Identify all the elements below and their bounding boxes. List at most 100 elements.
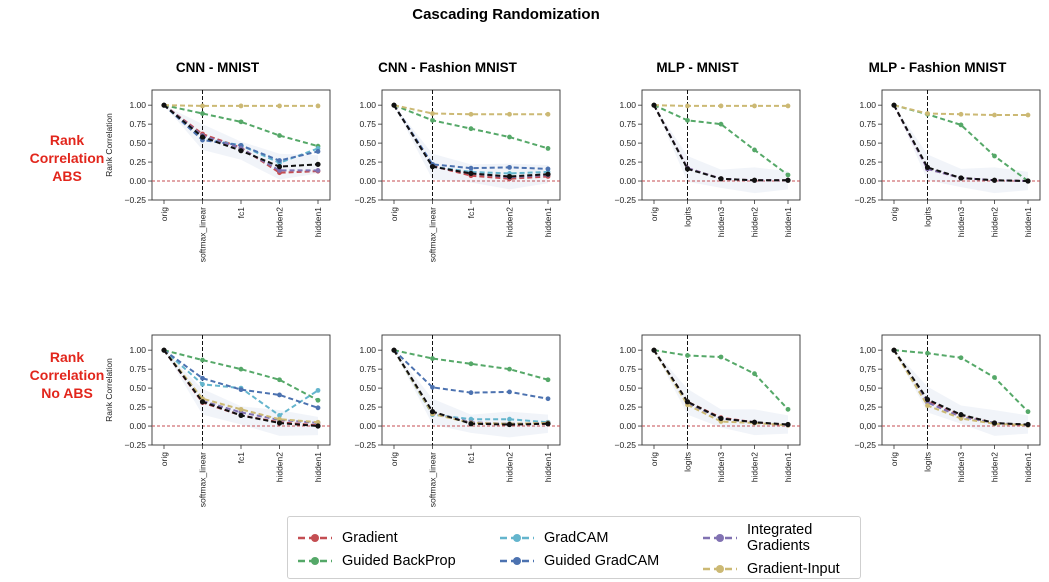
legend-label: Integrated Gradients <box>747 522 813 554</box>
panel-title: MLP - Fashion MNIST <box>868 60 1007 75</box>
chart-svg: 1.00 0.75 0.50 0.25 0.00 −0.25 orig softmax_lin… <box>104 334 331 507</box>
point-gradient-input <box>1025 112 1031 118</box>
point-guided-gradcam <box>315 405 321 411</box>
point-integrated-gradients <box>315 168 321 173</box>
y-tick-label: 0.00 <box>359 421 376 431</box>
x-tick-label: hidden2 <box>990 452 1000 483</box>
y-tick-label: 0.75 <box>359 364 376 374</box>
plot-frame <box>641 334 801 446</box>
panel-cnn-mnist-abs: CNN - MNIST 1.00 0.75 0.50 0.25 0.00 −0.25 ori… <box>100 60 335 265</box>
y-tick-label: 0,75 <box>859 364 876 374</box>
legend-marker <box>513 557 521 565</box>
point-guided-backprop <box>685 353 690 358</box>
point-mean <box>315 423 321 429</box>
point-mean <box>991 177 998 183</box>
x-tick-label: fc1 <box>466 207 476 219</box>
row-label-abs: Rank Correlation ABS <box>29 132 105 184</box>
point-mean <box>161 347 167 353</box>
point-mean <box>468 421 474 427</box>
point-guided-gradcam <box>507 389 512 395</box>
chart-svg: 1.00 0.75 0.50 0.25 0.00 −0.25 orig logits hidde… <box>614 334 801 483</box>
point-mean <box>315 161 321 167</box>
point-mean <box>718 415 724 422</box>
legend-swatch <box>703 534 737 542</box>
point-gradient-input <box>430 111 435 116</box>
legend-marker <box>716 565 724 573</box>
y-tick-label: −0.25 <box>124 440 146 450</box>
x-tick-label: hidden2 <box>275 452 285 483</box>
x-tick-label: orig <box>389 452 399 466</box>
figure-title: Cascading Randomization <box>412 6 600 23</box>
y-tick-label: 0.75 <box>359 119 376 129</box>
y-tick-label: −0.25 <box>854 195 876 205</box>
y-tick-label: 1.00 <box>359 100 376 110</box>
x-tick-label: orig <box>649 207 659 221</box>
legend-swatch <box>703 565 737 573</box>
x-tick-label: hidden3 <box>956 452 966 483</box>
point-guided-backprop <box>958 122 964 128</box>
point-mean <box>276 420 283 426</box>
panel-mlp-fashion-noabs: 1,00 0,75 0,50 0,25 0,00 −0,25 orig logits hidde… <box>830 305 1045 510</box>
point-mean <box>468 170 474 177</box>
y-tick-label: 0.50 <box>359 383 376 393</box>
y-tick-label: 0.25 <box>359 157 376 167</box>
point-guided-backprop <box>238 119 244 125</box>
y-tick-label: 1.00 <box>129 345 146 355</box>
y-tick-label: −0.25 <box>354 195 376 205</box>
point-gradient-input <box>468 111 474 117</box>
point-mean <box>751 419 758 425</box>
legend-label: Gradient <box>342 530 398 546</box>
x-tick-label: hidden2 <box>505 207 515 238</box>
y-tick-label: 0.75 <box>619 364 636 374</box>
series-line-gradient-input <box>653 349 789 427</box>
y-tick-label: −0.25 <box>124 195 146 205</box>
legend-item-gradient-input: Gradient-Input <box>701 561 840 577</box>
point-guided-backprop <box>430 356 435 361</box>
x-tick-label: hidden2 <box>505 452 515 483</box>
point-guided-backprop <box>785 172 791 178</box>
point-guided-backprop <box>1025 409 1031 415</box>
point-guided-backprop <box>507 366 512 372</box>
y-axis-label: Rank Correlation <box>104 358 114 422</box>
point-mean <box>785 177 791 183</box>
point-gradient-input <box>685 103 690 109</box>
x-tick-label: orig <box>159 207 169 221</box>
point-mean <box>199 134 206 140</box>
point-mean <box>545 421 551 427</box>
panel-title: CNN - MNIST <box>175 60 260 75</box>
row-label-no-abs: Rank Correlation No ABS <box>29 349 105 401</box>
y-tick-label: −0,25 <box>854 440 876 450</box>
point-guided-gradcam <box>545 396 551 402</box>
point-mean <box>891 347 897 353</box>
point-mean <box>718 176 724 182</box>
x-tick-label: logits <box>923 452 933 472</box>
point-mean <box>1025 421 1031 428</box>
series-line-gradient <box>393 104 549 180</box>
point-gradient-input <box>315 103 321 109</box>
x-tick-label: logits <box>683 452 693 472</box>
point-guided-backprop <box>992 375 997 380</box>
point-gradient-input <box>507 111 512 117</box>
legend-item-guided-gradcam: Guided GradCAM <box>498 553 659 569</box>
point-guided-backprop <box>718 121 724 127</box>
x-tick-label: hidden2 <box>275 207 285 238</box>
y-tick-label: 0.00 <box>619 176 636 186</box>
point-mean <box>1025 178 1031 184</box>
x-tick-label: hidden1 <box>543 207 553 238</box>
panel-mlp-mnist-abs: MLP - MNIST 1.00 0.75 0.50 0.25 0.00 −0.25 ori… <box>590 60 805 265</box>
y-tick-label: 0.75 <box>129 119 146 129</box>
y-tick-label: 0.50 <box>619 383 636 393</box>
point-mean <box>238 412 244 419</box>
point-guided-backprop <box>785 406 791 412</box>
y-tick-label: −0.25 <box>614 440 636 450</box>
y-tick-label: 0.50 <box>359 138 376 148</box>
y-tick-label: 0,50 <box>859 383 876 393</box>
y-tick-label: 0.25 <box>129 402 146 412</box>
series-line-guided-gradcam <box>163 349 319 409</box>
variance-band <box>894 350 1028 436</box>
x-tick-label: hidden1 <box>783 452 793 483</box>
chart-svg: 1.00 0.75 0.50 0.25 0.00 −0.25 orig softmax_lin… <box>104 89 331 262</box>
x-tick-label: hidden1 <box>313 452 323 483</box>
x-tick-label: logits <box>683 207 693 227</box>
series-line-gradient-input <box>163 349 319 424</box>
